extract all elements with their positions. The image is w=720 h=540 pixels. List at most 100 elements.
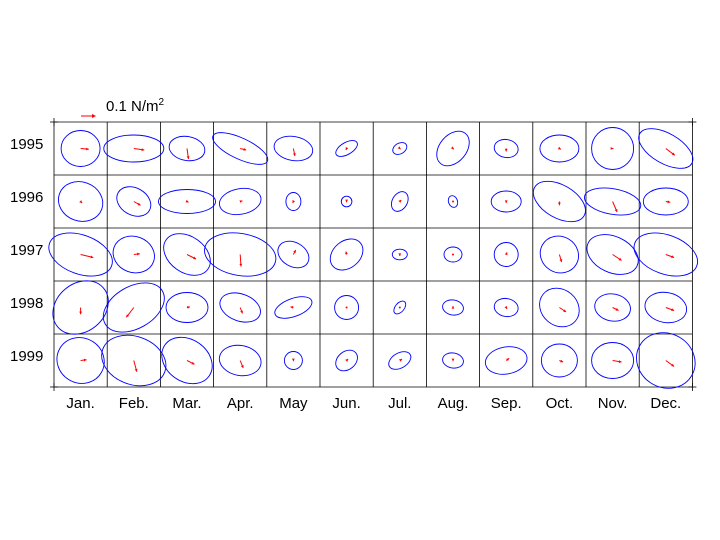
month-label: Aug. <box>438 395 469 412</box>
month-label: Sep. <box>491 395 522 412</box>
variance-ellipse <box>436 130 470 167</box>
mean-stress-arrow-head <box>506 358 510 361</box>
mean-stress-arrow-head <box>398 253 402 256</box>
mean-stress-arrow-head <box>186 156 190 159</box>
mean-stress-arrow-head <box>345 147 349 150</box>
mean-stress-arrow-head <box>671 255 675 258</box>
variance-ellipse <box>165 292 209 323</box>
variance-ellipse <box>102 282 165 333</box>
mean-stress-arrow-head <box>90 255 94 259</box>
variance-ellipse <box>274 296 313 319</box>
variance-ellipse <box>335 140 358 157</box>
variance-ellipse <box>586 234 639 275</box>
month-label: Dec. <box>650 395 681 412</box>
variance-ellipse <box>101 334 167 387</box>
mean-stress-arrow-head <box>560 359 564 363</box>
mean-stress-arrow-head <box>290 306 294 309</box>
mean-stress-arrow-head <box>557 146 561 150</box>
mean-stress-arrow-head <box>504 252 508 256</box>
variance-ellipse <box>539 287 580 328</box>
mean-stress-arrow-head <box>141 148 145 152</box>
month-label: Mar. <box>172 395 201 412</box>
mean-stress-arrow-head <box>240 365 244 368</box>
variance-ellipse <box>644 291 688 324</box>
variance-ellipse <box>447 195 459 208</box>
mean-stress-arrow-head <box>137 202 141 206</box>
mean-stress-arrow-head <box>399 359 403 362</box>
legend-arrow-head <box>92 114 96 118</box>
mean-stress-arrow-head <box>79 311 82 315</box>
mean-stress-arrow-head <box>293 250 296 253</box>
month-label: Jan. <box>66 395 94 412</box>
mean-stress-arrow-head <box>667 200 671 204</box>
month-label: Nov. <box>598 395 628 412</box>
variance-ellipse <box>636 332 696 389</box>
variance-ellipse <box>388 351 412 370</box>
mean-stress-arrow-head <box>86 147 89 151</box>
mean-stress-arrow-head <box>504 200 508 203</box>
variance-ellipse <box>484 346 528 375</box>
variance-ellipse <box>218 187 262 216</box>
variance-ellipse <box>334 295 360 320</box>
mean-stress-arrow-head <box>292 358 295 362</box>
variance-ellipse <box>490 190 522 213</box>
variance-ellipse <box>638 128 694 169</box>
mean-stress-arrow-head <box>345 359 349 362</box>
year-label: 1996 <box>10 189 43 206</box>
mean-stress-arrow-head <box>193 256 196 260</box>
variance-ellipse <box>218 344 262 377</box>
variance-ellipse <box>277 240 310 269</box>
variance-ellipse <box>52 280 109 335</box>
variance-ellipse <box>60 130 101 167</box>
month-label: Jul. <box>388 395 411 412</box>
mean-stress-arrow-head <box>83 358 87 362</box>
year-label: 1999 <box>10 348 43 365</box>
variance-ellipse <box>539 235 579 274</box>
mean-stress-arrow-head <box>671 363 675 367</box>
mean-stress-arrow-head <box>187 306 190 309</box>
variance-ellipse <box>583 187 642 216</box>
mean-stress-arrow-head <box>137 252 140 256</box>
mean-stress-arrow-head <box>345 251 348 255</box>
variance-ellipse <box>391 248 408 261</box>
ellipse-cells <box>48 127 698 389</box>
month-label: Apr. <box>227 395 254 412</box>
mean-stress-arrow-head <box>618 257 622 261</box>
mean-stress-arrow-head <box>398 200 402 203</box>
mean-stress-arrow-head <box>293 153 296 156</box>
mean-stress-arrow-head <box>185 199 189 203</box>
variance-ellipse <box>443 246 463 263</box>
variance-ellipse <box>283 351 303 370</box>
variance-ellipse <box>594 293 631 322</box>
variance-ellipse <box>393 300 407 315</box>
variance-ellipse <box>493 297 519 318</box>
variance-ellipse <box>442 299 464 316</box>
variance-ellipse <box>390 191 409 212</box>
mean-stress-arrow-head <box>558 202 561 206</box>
variance-ellipse <box>285 192 302 211</box>
mean-stress-arrow-head <box>239 263 243 267</box>
legend-label: 0.1 N/m2 <box>106 97 165 115</box>
mean-stress-arrow-head <box>563 309 567 312</box>
variance-ellipse <box>204 232 277 277</box>
variance-ellipse <box>158 189 216 214</box>
mean-stress-arrow-head <box>79 200 83 203</box>
mean-stress-arrow-head <box>610 147 614 150</box>
variance-ellipse <box>591 342 635 379</box>
mean-stress-arrow-head <box>615 308 619 311</box>
variance-ellipse <box>392 142 408 155</box>
mean-stress-arrow-head <box>243 148 247 151</box>
mean-stress-dot <box>345 306 348 309</box>
variance-ellipse <box>161 336 213 385</box>
mean-stress-arrow-head <box>345 199 348 203</box>
mean-stress-arrow-head <box>239 200 243 203</box>
variance-ellipse <box>335 349 358 372</box>
variance-ellipse <box>219 292 261 323</box>
variance-ellipse <box>329 238 364 271</box>
variance-ellipse <box>442 352 464 369</box>
mean-stress-arrow-head <box>451 306 455 309</box>
mean-stress-dot <box>452 253 454 256</box>
mean-stress-arrow-head <box>451 358 455 362</box>
variance-ellipse <box>116 186 152 217</box>
